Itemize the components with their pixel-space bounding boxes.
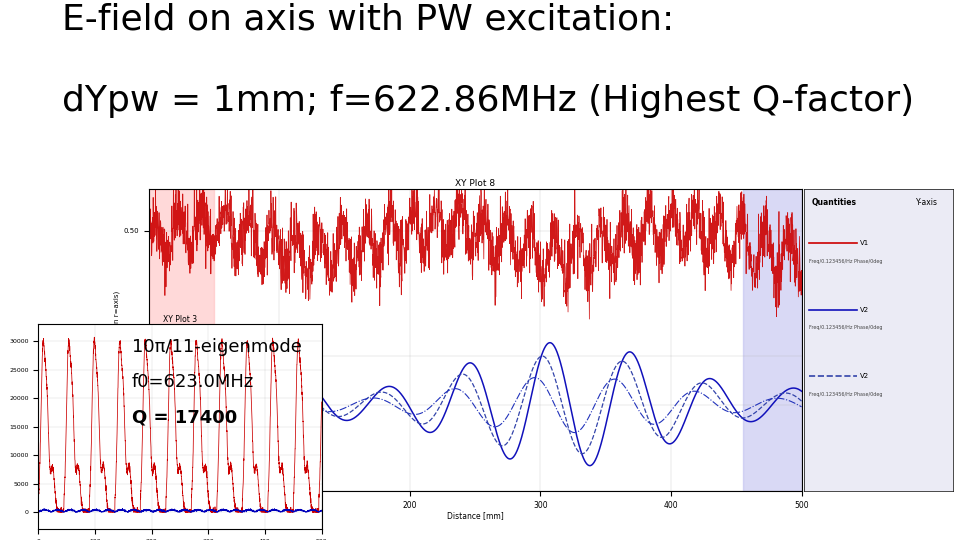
Y-axis label: Components E/V (on r=axis): Components E/V (on r=axis) <box>113 291 120 390</box>
Text: V2: V2 <box>859 307 869 313</box>
Bar <box>743 189 802 491</box>
Text: Quantities: Quantities <box>812 198 857 207</box>
Text: dYpw = 1mm; f=622.86MHz (Highest Q-factor): dYpw = 1mm; f=622.86MHz (Highest Q-facto… <box>62 84 915 118</box>
Text: Y-axis: Y-axis <box>916 198 938 207</box>
Title: XY Plot 3: XY Plot 3 <box>163 315 197 324</box>
Text: 10π/11-eigenmode: 10π/11-eigenmode <box>132 339 301 356</box>
Text: Freq/0.123456/Hz Phase/0deg: Freq/0.123456/Hz Phase/0deg <box>809 259 882 264</box>
X-axis label: Distance [mm]: Distance [mm] <box>446 511 504 521</box>
Text: Freq/0.123456/Hz Phase/0deg: Freq/0.123456/Hz Phase/0deg <box>809 392 882 396</box>
Text: E-field on axis with PW excitation:: E-field on axis with PW excitation: <box>62 3 675 37</box>
Bar <box>149 189 214 491</box>
Text: V2: V2 <box>859 374 869 380</box>
Title: XY Plot 8: XY Plot 8 <box>455 179 495 188</box>
Text: f0=623.0MHz: f0=623.0MHz <box>132 373 254 392</box>
Text: V1: V1 <box>859 240 869 246</box>
Text: Q = 17400: Q = 17400 <box>132 408 237 426</box>
Text: Freq/0.123456/Hz Phase/0deg: Freq/0.123456/Hz Phase/0deg <box>809 325 882 330</box>
